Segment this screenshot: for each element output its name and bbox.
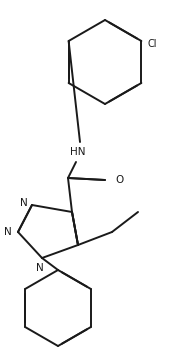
Text: Cl: Cl: [147, 39, 157, 49]
Text: O: O: [115, 175, 123, 185]
Text: N: N: [36, 263, 44, 273]
Text: N: N: [20, 198, 28, 208]
Text: N: N: [4, 227, 12, 237]
Text: HN: HN: [70, 147, 86, 157]
